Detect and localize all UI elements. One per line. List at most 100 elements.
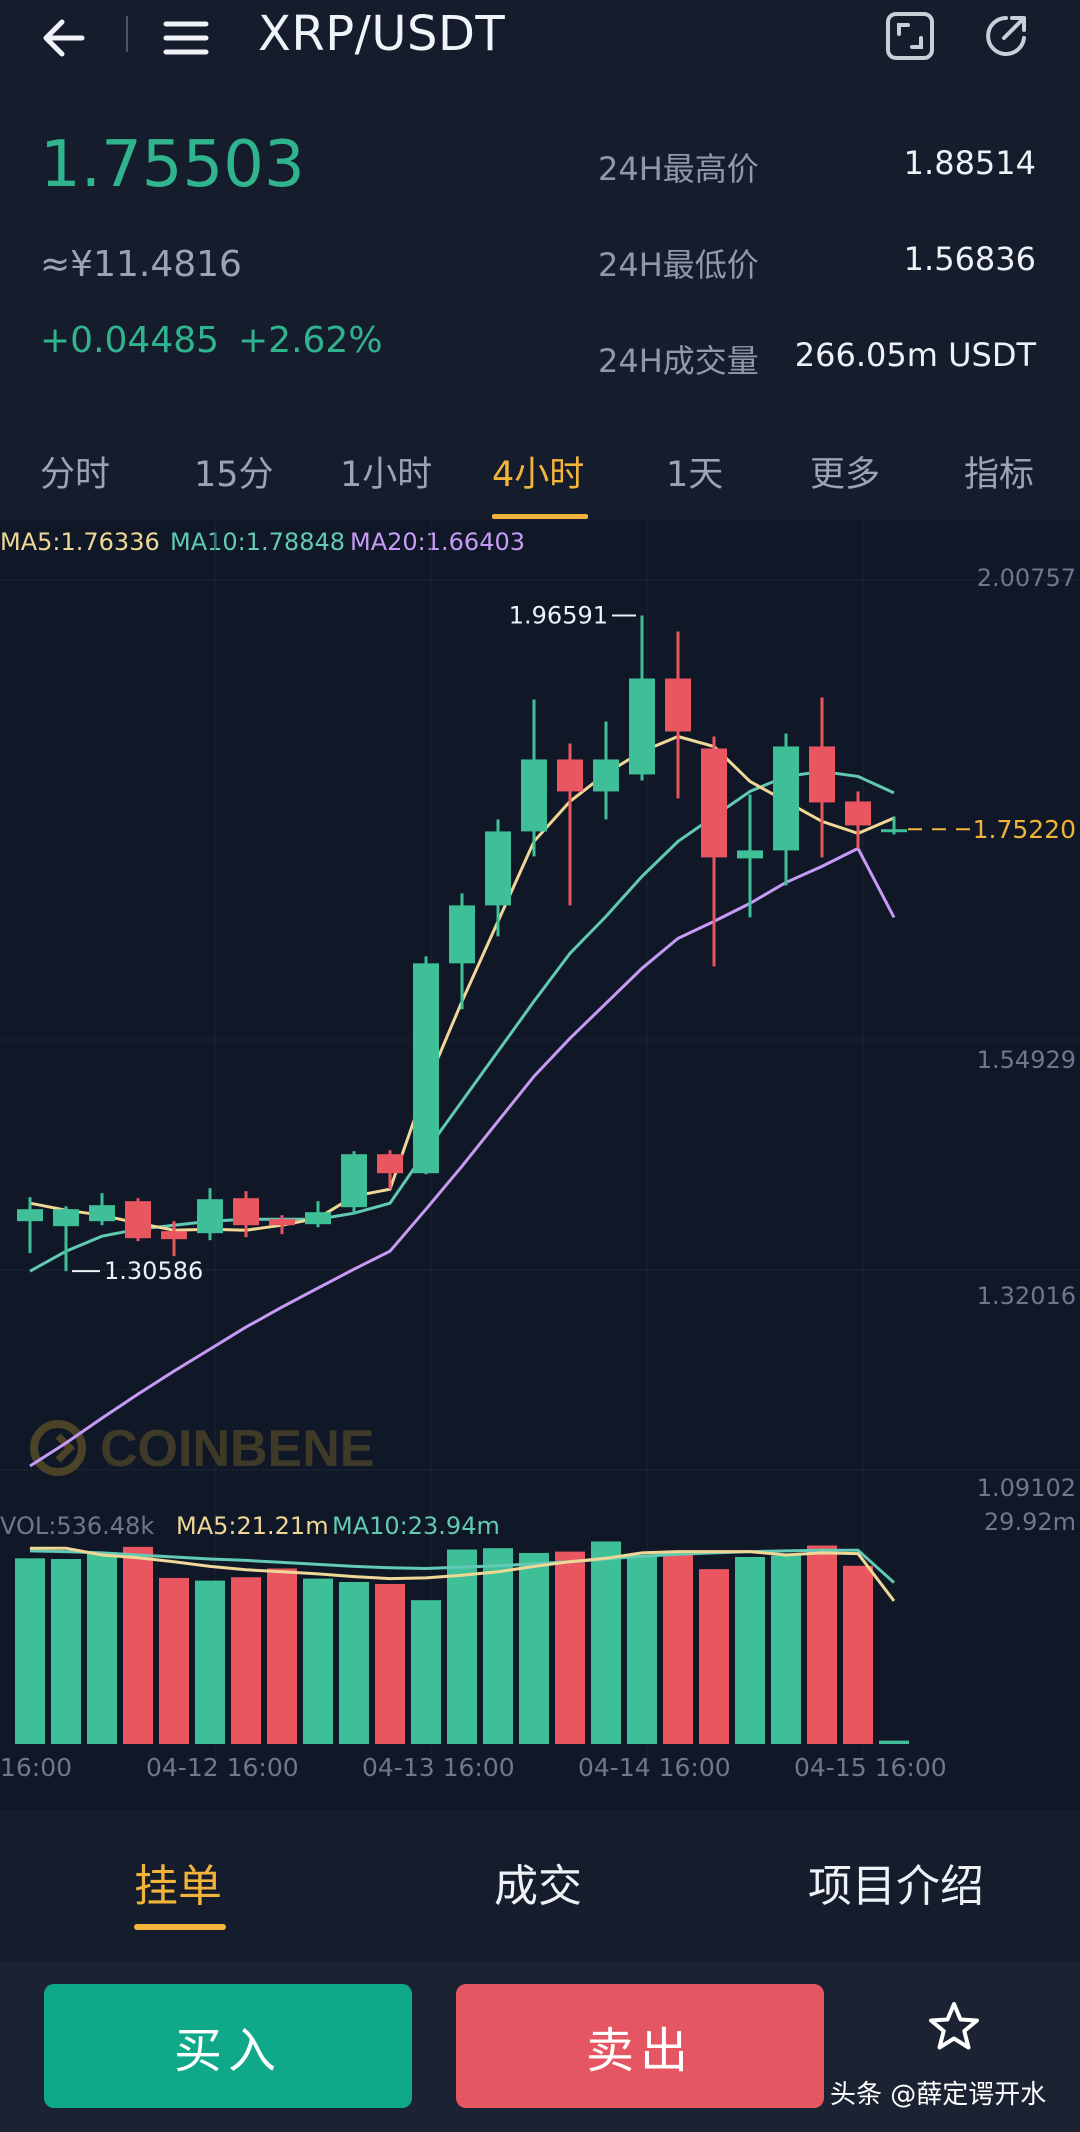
header-divider — [126, 16, 128, 52]
candle-body — [701, 748, 727, 858]
stat-low-value: 1.56836 — [903, 240, 1036, 278]
volume-bar — [591, 1541, 621, 1744]
volume-bar — [843, 1565, 873, 1744]
candle-body — [521, 759, 547, 832]
cny-price: ≈¥11.4816 — [40, 244, 242, 285]
y-label-bottom: 1.09102 — [976, 1474, 1076, 1502]
volume-bar — [123, 1546, 153, 1744]
y-label-top: 2.00757 — [976, 564, 1076, 592]
price-change: +0.04485 — [40, 320, 220, 361]
vol-legend: VOL:536.48k — [0, 1512, 155, 1540]
volume-bar — [735, 1556, 765, 1744]
watermark-text: COINBENE — [100, 1420, 374, 1478]
tab-4h[interactable]: 4小时 — [492, 455, 585, 495]
volume-bar — [411, 1600, 441, 1744]
volume-bar — [339, 1581, 369, 1744]
volume-max-label: 29.92m — [983, 1508, 1076, 1536]
top-app-bar: XRP/USDT — [0, 0, 1080, 76]
pair-title[interactable]: XRP/USDT — [258, 6, 506, 62]
stat-high-label: 24H最高价 — [598, 150, 759, 188]
x-axis-label: 04-12 16:00 — [146, 1753, 299, 1782]
volume-bar — [15, 1558, 45, 1744]
y-label-2: 1.54929 — [976, 1046, 1076, 1074]
ma20-legend: MA20:1.66403 — [350, 528, 525, 556]
volume-bar — [771, 1555, 801, 1744]
tab-orderbook[interactable]: 挂单 — [134, 1861, 222, 1912]
candle-body — [341, 1154, 367, 1208]
volume-bar — [87, 1552, 117, 1744]
candle-body — [377, 1154, 403, 1174]
volume-bar — [303, 1578, 333, 1744]
candle-body — [845, 801, 871, 826]
fullscreen-icon[interactable] — [882, 8, 938, 64]
candle-body — [809, 746, 835, 803]
candle-body — [881, 829, 907, 833]
tab-timeline[interactable]: 分时 — [40, 455, 111, 495]
y-label-3: 1.32016 — [976, 1282, 1076, 1310]
stat-low-label: 24H最低价 — [598, 246, 759, 284]
ma10-line — [29, 769, 895, 1273]
stat-high-value: 1.88514 — [903, 144, 1036, 182]
tab-15m[interactable]: 15分 — [194, 455, 274, 495]
candle-body — [161, 1231, 187, 1240]
tab-indicators[interactable]: 指标 — [964, 455, 1035, 495]
volume-ma5-line — [30, 1546, 896, 1602]
volume-bar — [231, 1577, 261, 1744]
candle-body — [485, 831, 511, 906]
vol-ma10-legend: MA10:23.94m — [332, 1512, 500, 1540]
back-arrow-icon[interactable] — [36, 10, 92, 66]
candle-body — [17, 1209, 43, 1222]
volume-bar — [483, 1548, 513, 1744]
tab-more[interactable]: 更多 — [810, 455, 881, 495]
candle-body — [557, 759, 583, 792]
favorite-star-icon[interactable] — [924, 1998, 984, 2058]
candle-body — [197, 1199, 223, 1234]
stat-volume-label: 24H成交量 — [598, 342, 759, 380]
volume-bar — [159, 1577, 189, 1744]
candle-body — [125, 1201, 151, 1239]
candle-body — [629, 678, 655, 775]
candle-body — [53, 1209, 79, 1227]
footer-watermark: 头条 @薛定谔开水 — [830, 2080, 1047, 2110]
last-price-label: 1.75220 — [973, 815, 1076, 844]
menu-icon[interactable] — [160, 12, 212, 64]
tab-project-info[interactable]: 项目介绍 — [808, 1861, 984, 1912]
candle-body — [269, 1219, 295, 1226]
ma5-legend: MA5:1.76336 — [0, 528, 160, 556]
volume-bar — [627, 1554, 657, 1744]
ma10-legend: MA10:1.78848 — [170, 528, 345, 556]
volume-bar — [807, 1545, 837, 1744]
active-subtab-indicator — [134, 1924, 226, 1930]
active-tab-indicator — [492, 514, 588, 519]
candle-body — [305, 1212, 331, 1225]
volume-bar — [267, 1568, 297, 1744]
sell-button[interactable]: 卖出 — [456, 1984, 824, 2108]
volume-bar — [663, 1554, 693, 1744]
high-price-label: 1.96591 — [509, 602, 608, 630]
candle-body — [413, 963, 439, 1174]
vol-ma5-legend: MA5:21.21m — [176, 1512, 329, 1540]
interval-tabs: 分时 15分 1小时 4小时 1天 更多 指标 — [0, 432, 1080, 520]
volume-bar — [375, 1583, 405, 1744]
volume-bar — [699, 1569, 729, 1744]
price-change-pct: +2.62% — [238, 320, 383, 361]
last-price: 1.75503 — [40, 128, 305, 202]
low-price-label: 1.30586 — [104, 1257, 203, 1285]
candle-body — [737, 850, 763, 859]
share-icon[interactable] — [978, 8, 1034, 64]
volume-bar — [51, 1559, 81, 1744]
tab-1h[interactable]: 1小时 — [340, 455, 433, 495]
volume-bar — [519, 1552, 549, 1744]
candle-body — [773, 746, 799, 851]
candlestick-chart[interactable]: COINBENE 1.96591 1.30586 1.75220 16:00 04-1… — [0, 520, 1080, 1810]
buy-button[interactable]: 买入 — [44, 1984, 412, 2108]
x-axis-label: 04-15 16:00 — [794, 1753, 947, 1782]
x-axis-label: 04-14 16:00 — [578, 1753, 731, 1782]
tab-1d[interactable]: 1天 — [666, 455, 724, 495]
tab-trades[interactable]: 成交 — [494, 1861, 582, 1912]
volume-bar — [879, 1740, 909, 1744]
candle-body — [665, 678, 691, 732]
candle-body — [449, 905, 475, 964]
volume-bar — [447, 1549, 477, 1744]
stat-volume-value: 266.05m USDT — [794, 336, 1036, 374]
